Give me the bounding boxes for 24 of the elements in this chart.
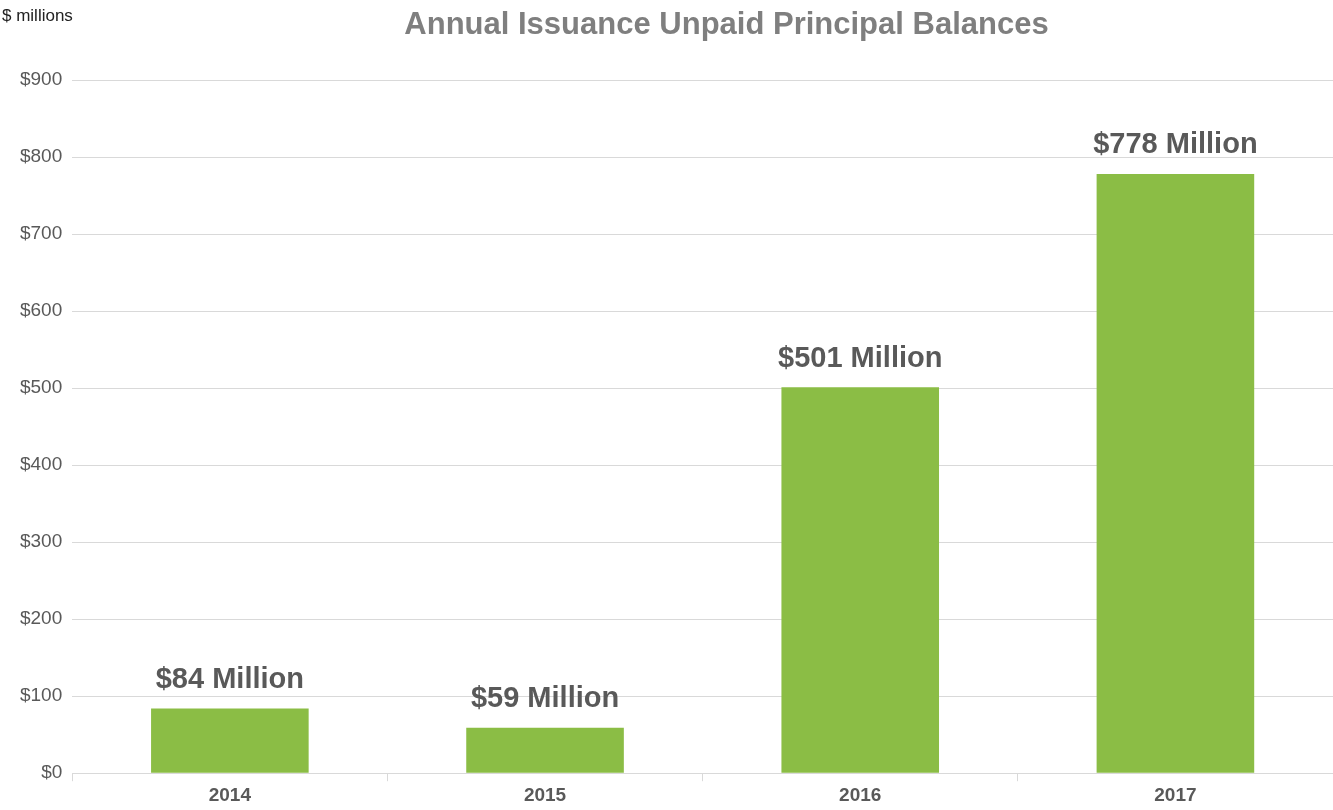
y-tick-label: $400 — [19, 453, 63, 475]
y-tick-label: $300 — [19, 530, 63, 552]
y-tick-label: $100 — [19, 684, 63, 706]
y-tick-label: $600 — [19, 299, 63, 321]
y-tick-label: $0 — [41, 761, 63, 783]
y-tick-label: $800 — [19, 145, 63, 167]
chart-title: Annual Issuance Unpaid Principal Balances — [403, 6, 1050, 42]
data-label: $59 Million — [470, 681, 620, 714]
bar — [151, 708, 309, 773]
bar — [1096, 173, 1255, 773]
bar — [781, 387, 940, 773]
x-tick-label: 2014 — [208, 783, 252, 805]
bar — [466, 727, 624, 773]
y-tick-label: $900 — [19, 68, 63, 90]
data-label: $778 Million — [1093, 127, 1258, 160]
data-label: $84 Million — [155, 662, 304, 694]
data-label: $501 Million — [778, 340, 943, 373]
y-tick-label: $500 — [19, 376, 63, 398]
x-tick-label: 2017 — [1154, 783, 1197, 805]
y-tick-label: $200 — [19, 607, 63, 629]
x-tick-label: 2016 — [839, 783, 882, 805]
y-tick-label: $700 — [19, 222, 63, 244]
x-tick-label: 2015 — [523, 783, 567, 805]
y-axis-title: $ millions — [2, 6, 73, 26]
